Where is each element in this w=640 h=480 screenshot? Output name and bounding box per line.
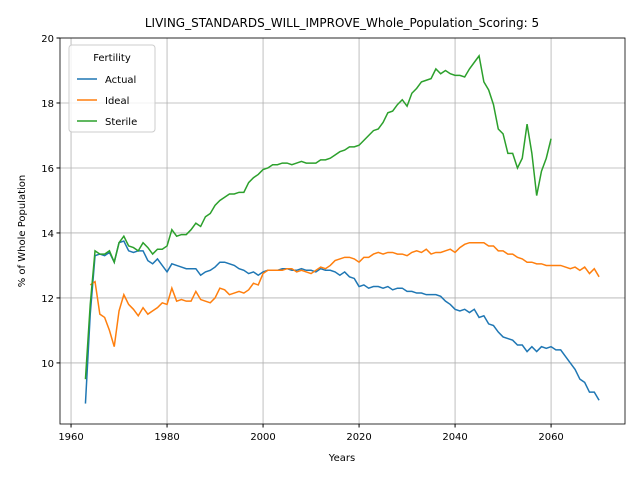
legend-box — [68, 44, 156, 133]
legend-label: Ideal — [105, 96, 129, 107]
chart-title: LIVING_STANDARDS_WILL_IMPROVE_Whole_Popu… — [145, 16, 539, 30]
y-tick-label: 20 — [41, 34, 54, 45]
x-tick-label: 2020 — [346, 432, 371, 443]
data-line — [84, 54, 552, 380]
x-tick-label: 2000 — [250, 432, 275, 443]
x-tick-label: 2060 — [538, 432, 563, 443]
y-axis-label: % of Whole Population — [17, 175, 28, 288]
y-tick-label: 12 — [41, 294, 54, 305]
y-tick-label: 18 — [41, 99, 54, 110]
x-tick-label: 1960 — [58, 432, 83, 443]
y-tick-label: 14 — [41, 229, 54, 240]
legend-label: Actual — [105, 75, 136, 86]
x-tick-label: 2040 — [442, 432, 467, 443]
legend-label: Sterile — [105, 117, 137, 128]
y-tick-label: 16 — [41, 164, 54, 175]
legend-title: Fertility — [93, 53, 131, 64]
y-tick-label: 10 — [41, 359, 54, 370]
x-axis-label: Years — [328, 453, 355, 464]
data-line — [84, 240, 600, 404]
plot-frame — [59, 37, 626, 425]
x-tick-label: 1980 — [154, 432, 179, 443]
data-line — [89, 241, 600, 347]
